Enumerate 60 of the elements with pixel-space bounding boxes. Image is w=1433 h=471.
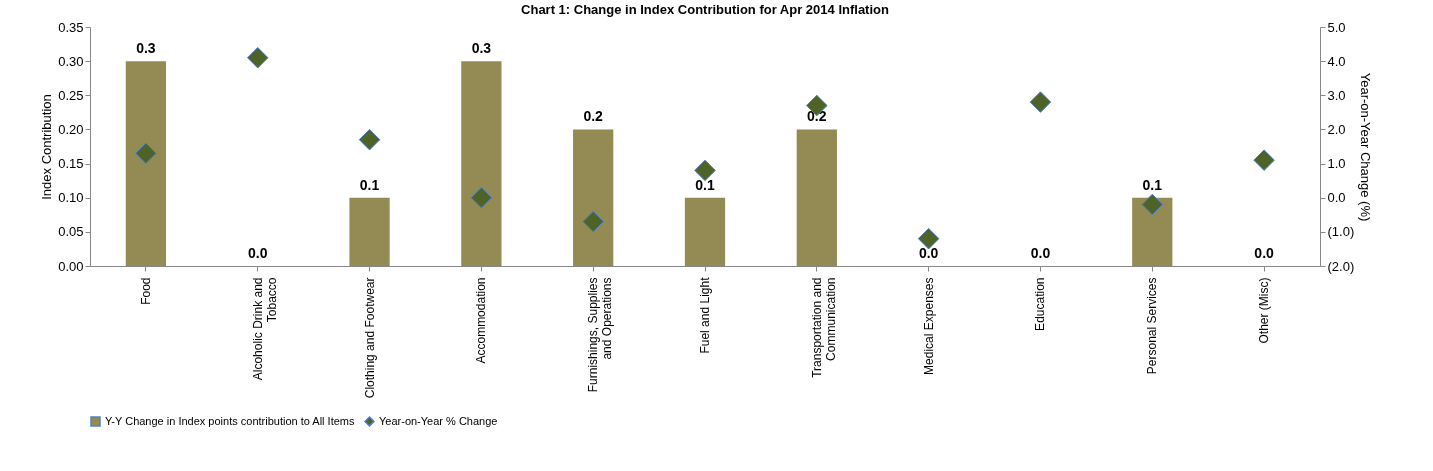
legend-label: Y-Y Change in Index points contribution to All Items <box>105 414 355 427</box>
point <box>917 227 940 250</box>
bar <box>1132 197 1173 266</box>
legend-label: Year-on-Year % Change <box>379 414 498 427</box>
x-tick-label: Accommodation <box>474 277 489 364</box>
y-tick-label: 0.20 <box>58 121 84 137</box>
bar <box>684 197 726 266</box>
point <box>582 210 604 233</box>
x-tick-label: Personal Services <box>1145 277 1160 375</box>
bar <box>573 129 614 266</box>
x-tick-label: Other (Misc) <box>1257 277 1272 344</box>
y2-tick-label: (2.0) <box>1327 258 1355 274</box>
data-label: 0.3 <box>136 40 156 57</box>
point <box>1253 149 1275 171</box>
data-label: 0.3 <box>471 40 492 57</box>
point <box>694 159 716 182</box>
data-label: 0.0 <box>1030 245 1051 261</box>
point <box>470 186 493 209</box>
x-tick-label: Medical Expenses <box>921 277 936 375</box>
x-tick-label: Clothing and Footwear <box>362 277 377 399</box>
y-tick-label: 0.05 <box>58 224 84 240</box>
x-tick-label: Education <box>1033 277 1048 331</box>
y2-tick-label: 4.0 <box>1327 53 1346 69</box>
data-label: 0.1 <box>359 176 380 193</box>
x-tick-label: Furnishings, Supplies and Operations <box>586 277 615 393</box>
y-tick-label: 0.00 <box>58 258 84 274</box>
bar <box>461 61 502 266</box>
x-tick-label: Alcoholic Drink and Tobacco <box>250 277 279 381</box>
point <box>1141 193 1164 216</box>
y2-tick-label: 5.0 <box>1327 19 1346 35</box>
data-label: 0.1 <box>695 176 715 193</box>
data-label: 0.2 <box>583 108 604 125</box>
y2-tick-label: 1.0 <box>1327 156 1346 172</box>
y-tick-label: 0.35 <box>58 19 84 35</box>
point <box>358 128 381 151</box>
y-tick-label: 0.30 <box>58 53 84 69</box>
x-tick-label: Transportation and Communication <box>809 277 838 378</box>
y-tick-label: 0.15 <box>58 156 84 172</box>
y-tick-label: 0.25 <box>58 87 84 103</box>
data-label: 0.0 <box>1254 245 1275 261</box>
data-label: 0.2 <box>807 108 827 125</box>
data-label: 0.0 <box>918 245 939 261</box>
y2-tick-label: 0.0 <box>1327 190 1346 206</box>
y2-axis-title: Year-on-Year Change (%) <box>1358 72 1374 222</box>
y2-tick-label: (1.0) <box>1327 224 1355 240</box>
y-tick-label: 0.10 <box>58 190 84 206</box>
bar <box>349 197 390 266</box>
bar <box>796 129 837 266</box>
point <box>1029 91 1052 113</box>
y2-tick-label: 3.0 <box>1327 87 1346 103</box>
data-label: 0.0 <box>247 245 268 261</box>
bar <box>125 61 167 266</box>
point <box>246 46 269 69</box>
chart-title: Chart 1: Change in Index Contribution for Apr 2014 Inflation <box>521 2 889 17</box>
y2-tick-label: 2.0 <box>1327 121 1346 137</box>
point <box>135 142 157 165</box>
x-tick-label: Fuel and Light <box>698 276 712 354</box>
data-label: 0.1 <box>1142 176 1163 193</box>
x-tick-label: Food <box>138 277 153 305</box>
y-axis-title: Index Contribution <box>39 94 55 200</box>
